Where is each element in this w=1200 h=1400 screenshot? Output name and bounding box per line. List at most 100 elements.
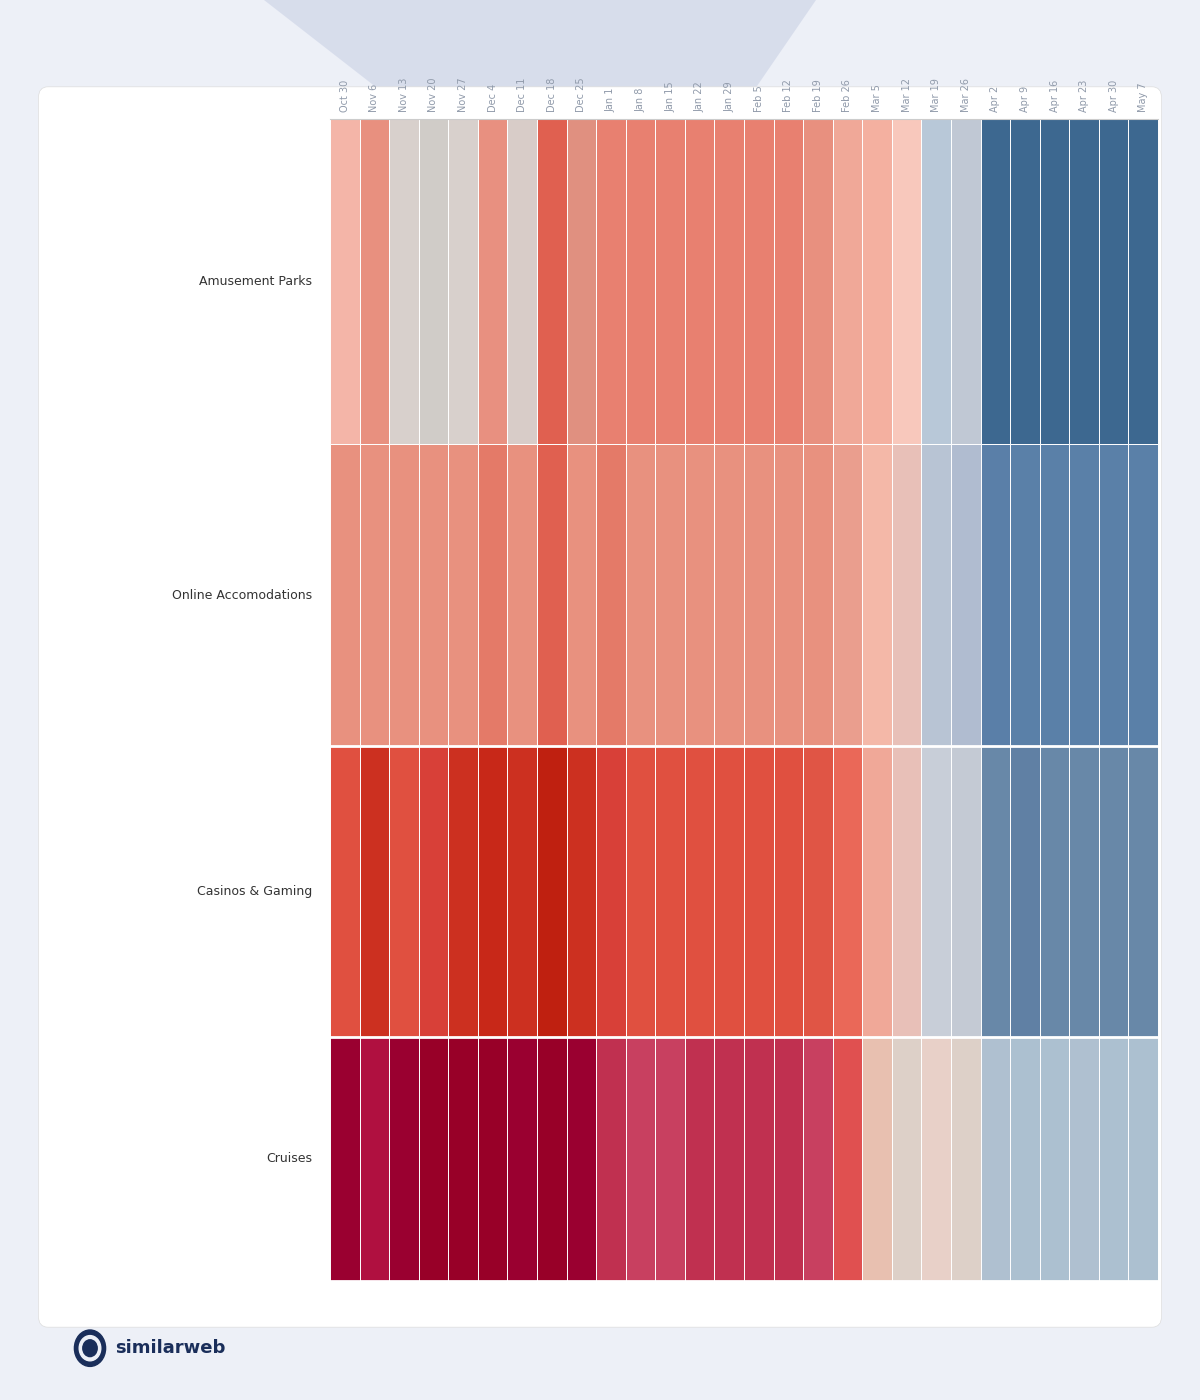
Bar	[330, 746, 360, 1037]
Bar	[655, 746, 685, 1037]
Bar	[980, 746, 1010, 1037]
Bar	[980, 444, 1010, 746]
Text: Oct 30: Oct 30	[340, 80, 349, 112]
Bar	[360, 1037, 389, 1281]
Bar	[625, 444, 655, 746]
Text: Apr 16: Apr 16	[1050, 80, 1060, 112]
Text: Jan 1: Jan 1	[606, 88, 616, 112]
Bar	[685, 746, 714, 1037]
Bar	[803, 746, 833, 1037]
Text: Nov 13: Nov 13	[398, 77, 409, 112]
Bar	[774, 444, 803, 746]
Bar	[952, 444, 980, 746]
Bar	[360, 444, 389, 746]
Text: Feb 12: Feb 12	[784, 80, 793, 112]
Bar	[508, 444, 538, 746]
Bar	[419, 1037, 449, 1281]
Bar	[1010, 119, 1039, 444]
Text: Jan 8: Jan 8	[636, 88, 646, 112]
Bar	[1039, 119, 1069, 444]
Bar	[1039, 1037, 1069, 1281]
Text: Online Accomodations: Online Accomodations	[172, 589, 312, 602]
Bar	[833, 444, 863, 746]
Bar	[655, 119, 685, 444]
Bar	[952, 119, 980, 444]
Bar	[478, 746, 508, 1037]
Bar	[419, 119, 449, 444]
Text: Dec 25: Dec 25	[576, 77, 587, 112]
Text: Feb 5: Feb 5	[754, 85, 763, 112]
Bar	[1039, 444, 1069, 746]
Circle shape	[79, 1336, 101, 1361]
Bar	[803, 444, 833, 746]
Bar	[1039, 746, 1069, 1037]
Bar	[803, 1037, 833, 1281]
Bar	[744, 746, 774, 1037]
Text: Nov 6: Nov 6	[370, 84, 379, 112]
Bar	[566, 1037, 596, 1281]
Bar	[892, 119, 922, 444]
Polygon shape	[264, 0, 816, 280]
Bar	[478, 119, 508, 444]
Bar	[980, 1037, 1010, 1281]
Bar	[566, 119, 596, 444]
Bar	[1010, 1037, 1039, 1281]
Bar	[774, 119, 803, 444]
Bar	[1128, 746, 1158, 1037]
Bar	[922, 746, 952, 1037]
Text: Apr 23: Apr 23	[1079, 80, 1090, 112]
Bar	[625, 1037, 655, 1281]
Text: Amusement Parks: Amusement Parks	[199, 276, 312, 288]
Text: Jan 29: Jan 29	[725, 81, 734, 112]
Bar	[655, 444, 685, 746]
Bar	[1099, 746, 1128, 1037]
Bar	[330, 444, 360, 746]
Bar	[922, 119, 952, 444]
Bar	[419, 444, 449, 746]
Bar	[360, 119, 389, 444]
Bar	[596, 444, 625, 746]
Text: Jan 22: Jan 22	[695, 81, 704, 112]
Bar	[863, 1037, 892, 1281]
Bar	[1069, 119, 1099, 444]
Text: Apr 30: Apr 30	[1109, 80, 1118, 112]
Bar	[863, 444, 892, 746]
Bar	[360, 746, 389, 1037]
Bar	[744, 1037, 774, 1281]
Bar	[449, 119, 478, 444]
Bar	[538, 746, 566, 1037]
Bar	[714, 746, 744, 1037]
Bar	[714, 1037, 744, 1281]
Bar	[892, 444, 922, 746]
Bar	[1099, 444, 1128, 746]
Bar	[774, 746, 803, 1037]
Bar	[744, 119, 774, 444]
Bar	[655, 1037, 685, 1281]
Bar	[330, 1037, 360, 1281]
Bar	[714, 444, 744, 746]
Bar	[980, 119, 1010, 444]
Bar	[566, 746, 596, 1037]
Bar	[685, 119, 714, 444]
Bar	[508, 1037, 538, 1281]
Bar	[863, 119, 892, 444]
Text: Feb 19: Feb 19	[812, 80, 823, 112]
Bar	[449, 746, 478, 1037]
Bar	[625, 746, 655, 1037]
Text: Dec 11: Dec 11	[517, 77, 527, 112]
Bar	[538, 1037, 566, 1281]
Text: Feb 26: Feb 26	[842, 80, 852, 112]
Bar	[419, 746, 449, 1037]
Bar	[892, 1037, 922, 1281]
Bar	[538, 444, 566, 746]
Bar	[1069, 1037, 1099, 1281]
Bar	[566, 444, 596, 746]
Bar	[389, 1037, 419, 1281]
Text: Nov 20: Nov 20	[428, 77, 438, 112]
Bar	[330, 119, 360, 444]
Bar	[538, 119, 566, 444]
Bar	[1099, 1037, 1128, 1281]
Bar	[508, 119, 538, 444]
Bar	[952, 1037, 980, 1281]
Text: Casinos & Gaming: Casinos & Gaming	[197, 885, 312, 899]
